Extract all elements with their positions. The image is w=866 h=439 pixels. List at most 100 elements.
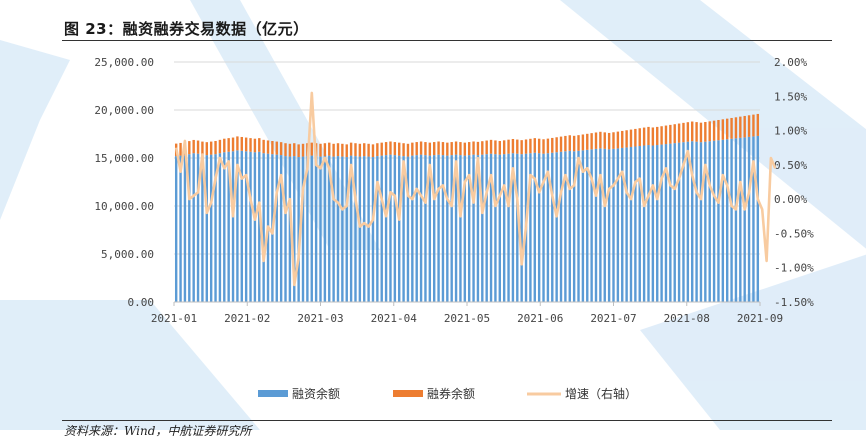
bar-securities-lending: [371, 144, 375, 158]
bar-securities-lending: [529, 138, 532, 154]
bar-securities-lending: [284, 143, 287, 157]
bar-securities-lending: [214, 141, 217, 155]
bar-margin-financing: [481, 154, 484, 302]
bar-margin-financing: [450, 155, 453, 302]
bar-securities-lending: [607, 132, 611, 150]
bar-securities-lending: [577, 135, 580, 151]
bar-securities-lending: [349, 142, 353, 156]
bar-securities-lending: [467, 142, 471, 156]
bar-securities-lending: [647, 126, 650, 146]
bar-margin-financing: [747, 136, 751, 302]
bar-margin-financing: [725, 139, 729, 302]
bar-margin-financing: [354, 156, 357, 302]
y-right-tick-label: 1.00%: [774, 125, 807, 138]
bar-securities-lending: [367, 143, 370, 157]
bar-margin-financing: [459, 155, 462, 302]
bar-securities-lending: [258, 138, 261, 152]
legend-swatch-securities-lending: [393, 390, 423, 397]
bar-margin-financing: [537, 153, 541, 302]
bar-margin-financing: [564, 151, 567, 302]
bar-margin-financing: [590, 149, 593, 302]
bar-securities-lending: [747, 115, 751, 137]
bar-securities-lending: [223, 138, 226, 153]
bar-margin-financing: [699, 142, 703, 302]
bar-securities-lending: [411, 142, 414, 156]
bar-margin-financing: [371, 157, 375, 302]
bar-margin-financing: [319, 156, 322, 302]
bar-margin-financing: [516, 153, 519, 302]
bar-margin-financing: [502, 154, 506, 302]
bar-securities-lending: [358, 143, 362, 157]
bar-margin-financing: [419, 154, 423, 302]
bar-margin-financing: [664, 144, 668, 302]
bar-securities-lending: [450, 142, 453, 156]
bar-margin-financing: [244, 151, 248, 302]
x-tick-label: 2021-07: [590, 312, 636, 325]
bar-securities-lending: [555, 137, 558, 153]
bar-margin-financing: [625, 147, 628, 302]
bar-margin-financing: [249, 151, 252, 302]
bar-securities-lending: [686, 122, 690, 142]
bar-securities-lending: [612, 132, 615, 149]
bar-margin-financing: [507, 153, 510, 302]
bar-securities-lending: [725, 118, 729, 140]
bar-margin-financing: [341, 156, 344, 302]
bar-securities-lending: [494, 140, 497, 155]
bar-margin-financing: [258, 151, 261, 302]
bar-margin-financing: [551, 152, 554, 302]
bar-securities-lending: [301, 143, 305, 157]
bar-margin-financing: [594, 148, 598, 302]
y-right-tick-label: 1.50%: [774, 90, 807, 103]
margin-trading-chart: 0.00 5,000.00 10,000.00 15,000.00 20,000.00 2…: [94, 56, 814, 401]
bar-securities-lending: [384, 142, 388, 156]
bar-securities-lending: [323, 143, 327, 157]
bar-securities-lending: [516, 139, 519, 154]
x-tick-label: 2021-03: [297, 312, 343, 325]
bar-margin-financing: [406, 156, 410, 302]
bar-margin-financing: [363, 156, 366, 302]
bar-margin-financing: [691, 141, 694, 302]
bar-margin-financing: [721, 139, 725, 302]
bar-securities-lending: [581, 134, 585, 151]
bar-securities-lending: [345, 144, 348, 158]
bar-securities-lending: [266, 140, 270, 154]
bar-margin-financing: [192, 153, 195, 302]
bar-securities-lending: [188, 141, 191, 155]
bar-margin-financing: [275, 154, 278, 302]
bar-margin-financing: [616, 148, 620, 302]
bar-securities-lending: [730, 117, 733, 139]
bar-securities-lending: [673, 124, 676, 144]
bar-margin-financing: [586, 149, 589, 302]
growth-line: [174, 91, 777, 287]
bar-margin-financing: [279, 155, 283, 302]
bar-margin-financing: [708, 141, 711, 302]
bar-margin-financing: [437, 154, 440, 302]
bar-margin-financing: [288, 156, 292, 302]
bar-margin-financing: [332, 156, 335, 302]
bar-securities-lending: [328, 142, 331, 156]
bar-margin-financing: [349, 155, 353, 302]
bar-securities-lending: [275, 141, 278, 155]
bar-securities-lending: [572, 135, 576, 152]
bar-margin-financing: [642, 145, 646, 302]
bar-securities-lending: [489, 139, 493, 154]
bar-securities-lending: [651, 127, 655, 146]
bar-securities-lending: [638, 128, 641, 146]
y-left-tick-label: 5,000.00: [101, 248, 154, 261]
bar-margin-financing: [656, 145, 659, 302]
y-right-tick-label: 2.00%: [774, 56, 807, 69]
bar-securities-lending: [476, 141, 480, 156]
bar-securities-lending: [734, 117, 738, 139]
bar-securities-lending: [415, 142, 418, 156]
bar-securities-lending: [454, 141, 458, 155]
bar-securities-lending: [564, 135, 567, 152]
bar-securities-lending: [691, 121, 694, 142]
bar-securities-lending: [739, 116, 742, 138]
bar-securities-lending: [524, 139, 528, 154]
bar-securities-lending: [616, 131, 620, 149]
bar-securities-lending: [459, 142, 462, 156]
bar-margin-financing: [402, 156, 405, 302]
bar-securities-lending: [621, 130, 624, 148]
bar-margin-financing: [236, 150, 239, 302]
bar-securities-lending: [341, 143, 344, 157]
